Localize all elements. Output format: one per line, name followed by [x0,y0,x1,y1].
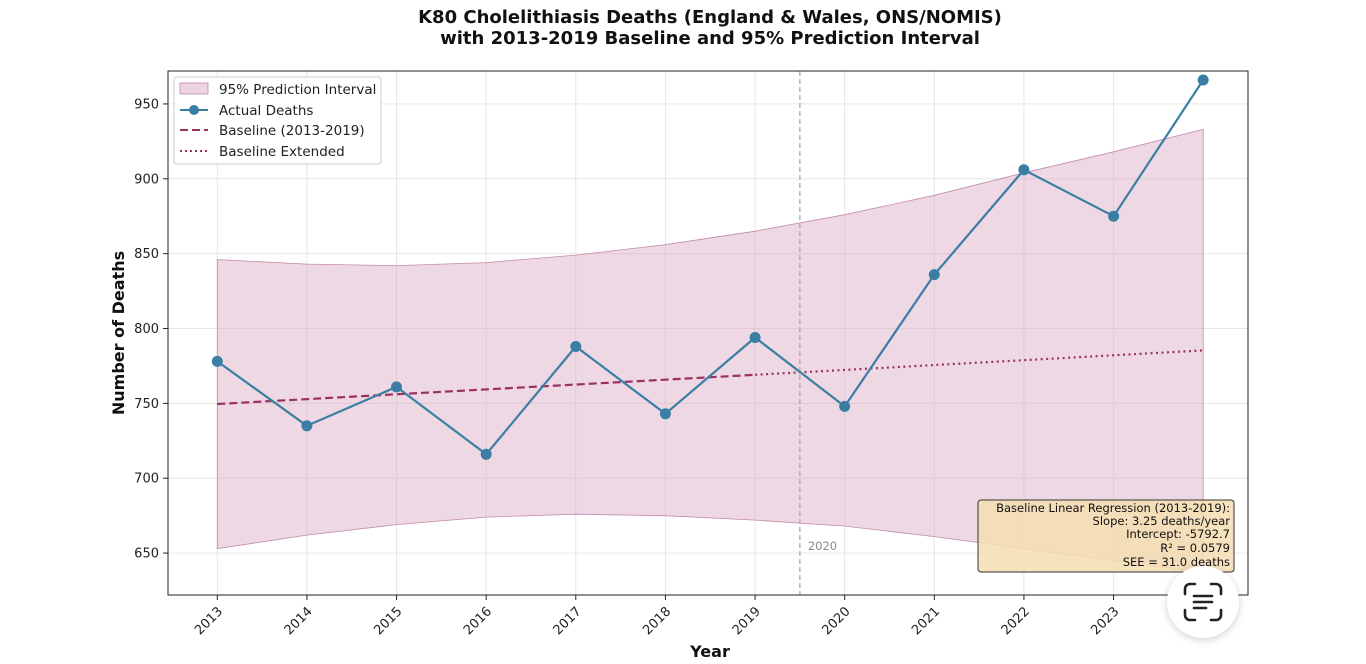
legend-swatch-interval [179,82,209,95]
x-tick-label: 2019 [730,604,764,638]
legend: 95% Prediction Interval Actual Deaths Ba… [173,76,382,165]
actual-deaths-point [1018,164,1030,176]
series-layer [211,74,1209,460]
actual-deaths-point [928,269,940,281]
y-ticks: 650 700 750 800 850 900 950 [134,97,168,562]
actual-deaths-point [391,381,402,393]
x-tick-label: 2023 [1088,604,1122,638]
y-tick-label: 800 [134,322,159,337]
stats-box-frame [977,499,1235,573]
legend-label-actual: Actual Deaths [219,103,313,119]
y-tick-label: 850 [134,247,159,262]
y-tick-label: 950 [134,97,159,112]
actual-deaths-point [480,448,492,460]
x-tick-label: 2018 [640,604,674,638]
y-tick-label: 650 [134,547,159,562]
actual-deaths-point [839,400,851,412]
actual-deaths-point [1108,210,1120,222]
legend-frame [173,76,382,165]
actual-deaths-point [301,420,313,432]
x-tick-label: 2014 [282,604,316,638]
actual-deaths-point [211,355,223,367]
actual-deaths-point [659,408,671,420]
stats-line-heading: Baseline Linear Regression (2013-2019): [996,501,1230,515]
x-tick-label: 2013 [192,604,226,638]
chart-title-line1: K80 Cholelithiasis Deaths (England & Wal… [418,7,1002,28]
vertical-marker-label: 2020 [808,539,837,553]
y-axis-label: Number of Deaths [109,251,128,415]
stats-line-intercept: Intercept: -5792.7 [1126,527,1230,541]
text-scan-icon [1183,582,1223,622]
x-axis-label: Year [689,642,730,661]
text-scan-button[interactable] [1167,566,1239,638]
x-tick-label: 2016 [461,604,495,638]
y-tick-label: 700 [134,472,159,487]
baseline-line [217,373,756,406]
actual-deaths-point [570,341,582,352]
regression-stats-box: Baseline Linear Regression (2013-2019): … [977,499,1235,573]
stats-line-slope: Slope: 3.25 deaths/year [1093,514,1231,528]
y-tick-label: 750 [134,397,159,412]
stats-line-r2: R² = 0.0579 [1160,541,1230,555]
x-tick-label: 2022 [999,604,1033,638]
x-tick-label: 2015 [371,604,405,638]
legend-label-extended: Baseline Extended [219,144,345,160]
actual-deaths-point [749,332,761,343]
x-tick-label: 2021 [909,604,943,638]
vertical-marker-layer: 2020 [799,71,837,595]
chart-title-line2: with 2013-2019 Baseline and 95% Predicti… [440,28,980,49]
legend-label-interval: 95% Prediction Interval [219,82,376,98]
y-tick-label: 900 [134,172,159,187]
actual-deaths-line [216,79,1205,456]
x-tick-label: 2020 [820,604,854,638]
x-ticks: 2013 2014 2015 2016 2017 2018 2019 2020 2021 2022… [192,595,1122,638]
x-tick-label: 2017 [551,604,585,638]
plot-frame [167,70,1249,596]
legend-swatch-actual-marker [189,105,199,115]
stats-line-see: SEE = 31.0 deaths [1123,555,1230,569]
actual-deaths-point [1197,74,1209,86]
legend-label-baseline: Baseline (2013-2019) [219,123,365,139]
